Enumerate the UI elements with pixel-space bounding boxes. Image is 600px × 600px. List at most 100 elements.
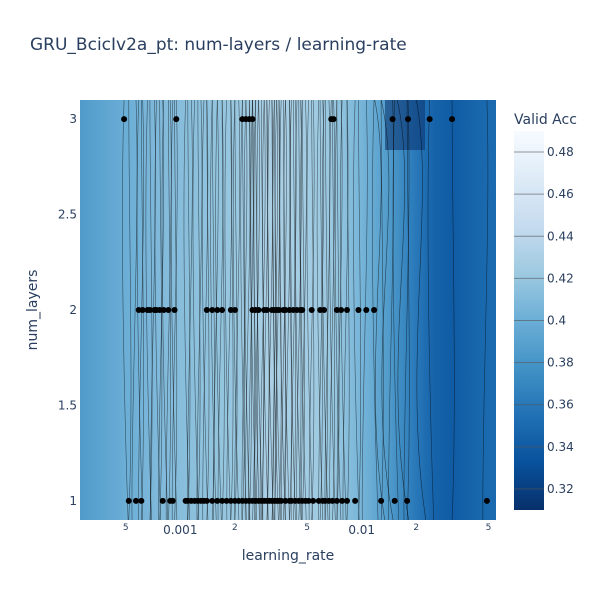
x-axis-ticks: 0.001 0.01 5 2 5 2 5 bbox=[123, 523, 492, 537]
data-point bbox=[352, 497, 359, 504]
colorbar-tick-label: 0.48 bbox=[547, 145, 574, 159]
data-point bbox=[321, 307, 328, 313]
data-point bbox=[159, 497, 166, 504]
data-point bbox=[483, 497, 490, 504]
data-point bbox=[275, 307, 282, 313]
contour-line bbox=[186, 100, 193, 520]
contour-line bbox=[197, 100, 201, 520]
y-tick-label: 1.5 bbox=[58, 398, 77, 412]
data-point bbox=[378, 497, 385, 504]
data-point bbox=[329, 497, 336, 504]
data-point bbox=[160, 307, 167, 313]
y-tick-label: 2.5 bbox=[58, 208, 77, 222]
contour-line bbox=[353, 100, 360, 520]
colorbar-ticks: 0.32 0.34 0.36 0.38 0.4 0.42 0.44 0.46 0.48 bbox=[514, 145, 574, 496]
contour-line bbox=[396, 100, 410, 520]
contour-low-region bbox=[385, 100, 425, 150]
x-tick-label: 0.01 bbox=[348, 523, 375, 537]
data-point bbox=[173, 116, 180, 123]
contour-line bbox=[122, 100, 129, 520]
colorbar-tick-label: 0.34 bbox=[547, 440, 574, 454]
data-point bbox=[405, 116, 412, 123]
colorbar-tick-label: 0.4 bbox=[547, 314, 566, 328]
data-point bbox=[299, 307, 306, 313]
contour-line bbox=[324, 100, 328, 520]
y-tick-label: 2 bbox=[69, 303, 77, 317]
data-point bbox=[203, 307, 210, 313]
contour-line bbox=[329, 100, 335, 520]
contour-line bbox=[306, 100, 313, 520]
data-point bbox=[209, 497, 216, 504]
contour-line bbox=[416, 100, 427, 520]
data-point bbox=[449, 116, 456, 123]
data-point bbox=[333, 307, 340, 313]
data-point bbox=[333, 497, 340, 504]
data-point bbox=[338, 307, 345, 313]
data-point bbox=[344, 307, 351, 313]
x-minor-tick-label: 5 bbox=[123, 523, 129, 533]
contour-line bbox=[187, 100, 191, 520]
data-point bbox=[305, 497, 312, 504]
data-point bbox=[308, 307, 315, 313]
data-point bbox=[371, 307, 378, 313]
data-point bbox=[146, 307, 153, 313]
data-point bbox=[219, 497, 226, 504]
contour-line bbox=[131, 100, 138, 520]
data-point bbox=[391, 497, 398, 504]
data-point bbox=[255, 307, 262, 313]
plot-area bbox=[80, 100, 496, 520]
contour-line bbox=[380, 100, 394, 520]
chart-title: GRU_BcicIv2a_pt: num-layers / learning-r… bbox=[30, 35, 407, 55]
data-point bbox=[339, 497, 346, 504]
contour-line bbox=[240, 100, 247, 520]
contour-line bbox=[406, 100, 410, 520]
data-point bbox=[344, 497, 351, 504]
data-point bbox=[165, 307, 172, 313]
data-point bbox=[203, 497, 210, 504]
colorbar-tick-label: 0.38 bbox=[547, 356, 574, 370]
data-point bbox=[138, 497, 145, 504]
contour-line bbox=[451, 100, 455, 520]
trial-points bbox=[121, 116, 490, 504]
data-point bbox=[125, 497, 132, 504]
contour-line bbox=[128, 100, 132, 520]
colorbar: Valid Acc 0.32 0.34 0.36 0.38 0.4 0.42 0.44 0.4… bbox=[514, 112, 577, 510]
colorbar-tick-label: 0.32 bbox=[547, 482, 574, 496]
x-minor-tick-label: 5 bbox=[304, 523, 310, 533]
contour-line bbox=[183, 100, 190, 520]
contour-line bbox=[224, 100, 231, 520]
data-point bbox=[169, 497, 176, 504]
data-point bbox=[209, 307, 216, 313]
data-point bbox=[121, 116, 128, 123]
data-point bbox=[330, 116, 337, 123]
contour-line bbox=[380, 100, 384, 520]
x-tick-label: 0.001 bbox=[163, 523, 197, 537]
data-point bbox=[263, 307, 270, 313]
y-axis-title: num_layers bbox=[25, 270, 41, 351]
data-point bbox=[214, 307, 221, 313]
y-axis-ticks: 1 1.5 2 2.5 3 bbox=[58, 112, 77, 508]
x-minor-tick-label: 2 bbox=[413, 523, 419, 533]
y-tick-label: 3 bbox=[69, 112, 77, 126]
data-point bbox=[171, 307, 178, 313]
contour-line bbox=[403, 100, 410, 520]
colorbar-tick-label: 0.44 bbox=[547, 229, 574, 243]
data-point bbox=[389, 116, 396, 123]
x-minor-tick-label: 5 bbox=[486, 523, 492, 533]
contour-line bbox=[244, 100, 251, 520]
data-point bbox=[133, 497, 140, 504]
data-point bbox=[363, 307, 370, 313]
contour-line bbox=[201, 100, 209, 520]
contour-line bbox=[427, 100, 434, 520]
data-point bbox=[231, 307, 238, 313]
colorbar-title: Valid Acc bbox=[514, 112, 577, 128]
data-point bbox=[139, 307, 146, 313]
data-point bbox=[214, 497, 221, 504]
contour-line bbox=[196, 100, 203, 520]
data-point bbox=[310, 497, 317, 504]
data-point bbox=[219, 307, 226, 313]
colorbar-tick-label: 0.46 bbox=[547, 187, 574, 201]
data-point bbox=[404, 497, 411, 504]
contour-line bbox=[392, 100, 399, 520]
data-point bbox=[426, 116, 433, 123]
